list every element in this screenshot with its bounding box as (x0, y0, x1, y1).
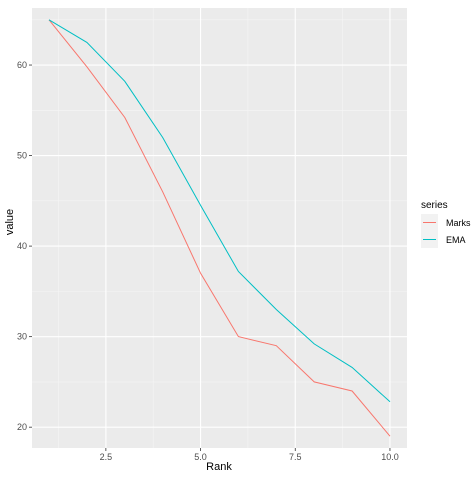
major-gridlines (32, 8, 407, 448)
x-axis-title: Rank (206, 461, 232, 473)
x-axis-ticks: 2.5 5.0 7.5 10.0 (100, 448, 399, 462)
series-lines (48, 19, 391, 437)
y-tick-label: 60 (17, 60, 27, 70)
y-tick-label: 40 (17, 241, 27, 251)
minor-gridlines (32, 8, 407, 448)
plot-panel (32, 8, 407, 448)
series-line-marks (48, 19, 391, 437)
series-line-ema (48, 19, 391, 403)
y-axis-title: value (4, 209, 16, 235)
y-tick-label: 50 (17, 151, 27, 161)
y-tick-label: 30 (17, 332, 27, 342)
legend-label: Marks (446, 218, 471, 228)
x-tick-label: 10.0 (381, 452, 399, 462)
legend-title: series (421, 200, 448, 211)
legend-label: EMA (446, 235, 466, 245)
x-tick-label: 5.0 (194, 452, 207, 462)
x-tick-label: 2.5 (100, 452, 113, 462)
y-axis-ticks: 20 30 40 50 60 (17, 60, 32, 432)
legend-keys: Marks EMA (421, 214, 471, 248)
y-tick-label: 20 (17, 422, 27, 432)
legend: series Marks EMA (421, 200, 471, 248)
x-tick-label: 7.5 (289, 452, 302, 462)
